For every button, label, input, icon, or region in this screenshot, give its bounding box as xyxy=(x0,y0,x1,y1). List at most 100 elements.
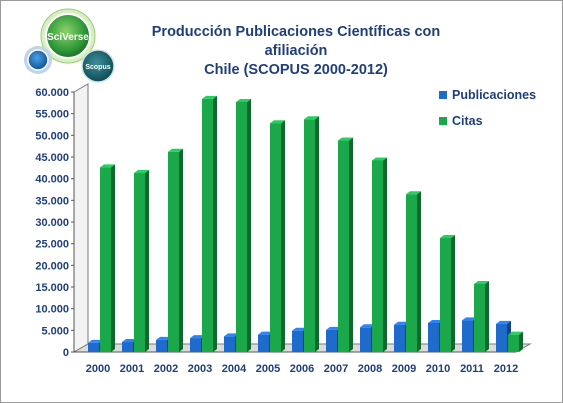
y-tick-label: 55.000 xyxy=(35,109,69,121)
bar-front xyxy=(338,140,349,352)
bar-front xyxy=(224,336,235,352)
bar-top xyxy=(88,339,103,343)
scopus-logo: Scopus xyxy=(81,49,115,83)
bar-front xyxy=(440,238,451,352)
bar-top xyxy=(508,331,523,335)
bar-side xyxy=(179,148,183,352)
bar-front xyxy=(474,283,485,352)
bar-citas-2003 xyxy=(202,95,217,352)
bar-front xyxy=(508,334,519,352)
legend-item-publicaciones: Publicaciones xyxy=(439,88,536,102)
bar-front xyxy=(462,320,473,352)
x-tick-label: 2011 xyxy=(460,363,484,375)
bar-top xyxy=(474,280,489,284)
bar-front xyxy=(304,119,315,352)
blue-circle-logo xyxy=(24,46,52,74)
y-tick-label: 20.000 xyxy=(35,260,69,272)
bar-side xyxy=(213,95,217,352)
legend-swatch-citas xyxy=(439,117,447,125)
x-tick-label: 2002 xyxy=(154,363,178,375)
y-tick-label: 40.000 xyxy=(35,174,69,186)
legend-item-citas: Citas xyxy=(439,114,483,128)
legend-label-publicaciones: Publicaciones xyxy=(452,88,536,102)
bar-front xyxy=(156,339,167,352)
x-tick-label: 2010 xyxy=(426,363,450,375)
bar-side xyxy=(145,170,149,352)
y-tick-label: 45.000 xyxy=(35,152,69,164)
y-tick-label: 60.000 xyxy=(35,87,69,99)
bar-top xyxy=(360,324,375,328)
chart-title-line-2: Chile (SCOPUS 2000-2012) xyxy=(204,62,388,78)
bar-front xyxy=(168,151,179,352)
bar-top xyxy=(428,319,443,323)
bar-side xyxy=(111,164,115,352)
bar-front xyxy=(100,167,111,352)
bar-top xyxy=(394,321,409,325)
bar-top xyxy=(202,95,217,99)
bar-top xyxy=(292,327,307,331)
bar-citas-2008 xyxy=(372,157,387,352)
bar-citas-2001 xyxy=(134,170,149,352)
bar-top xyxy=(406,191,421,195)
bar-side xyxy=(417,191,421,352)
bar-top xyxy=(326,326,341,330)
bars xyxy=(88,95,523,352)
bar-top xyxy=(156,336,171,340)
y-tick-label: 50.000 xyxy=(35,130,69,142)
bar-side xyxy=(519,331,523,352)
x-tick-label: 2007 xyxy=(324,363,348,375)
bar-citas-2005 xyxy=(270,120,285,352)
sciverse-label: SciVerse xyxy=(47,32,89,43)
bar-side xyxy=(315,116,319,352)
bar-top xyxy=(134,170,149,174)
bar-top xyxy=(258,331,273,335)
bar-front xyxy=(394,324,405,352)
bar-front xyxy=(88,342,99,352)
chart-title: Producción Publicaciones Científicas con… xyxy=(121,23,471,80)
bar-front xyxy=(270,123,281,352)
bar-front xyxy=(292,330,303,352)
bar-top xyxy=(270,120,285,124)
bar-top xyxy=(236,98,251,102)
bar-top xyxy=(304,116,319,120)
bar-front xyxy=(258,334,269,352)
bar-front xyxy=(236,101,247,352)
bar-front xyxy=(326,329,337,352)
bar-top xyxy=(224,333,239,337)
legend: Publicaciones Citas xyxy=(439,88,536,128)
bar-front xyxy=(360,327,371,352)
y-tick-label: 5.000 xyxy=(41,325,69,337)
bar-top xyxy=(122,339,137,343)
bar-front xyxy=(496,323,507,352)
bar-top xyxy=(338,137,353,141)
bar-top xyxy=(168,148,183,152)
bar-top xyxy=(372,157,387,161)
bar-citas-2002 xyxy=(168,148,183,352)
x-tick-label: 2012 xyxy=(494,363,518,375)
x-tick-label: 2008 xyxy=(358,363,382,375)
bar-side xyxy=(281,120,285,352)
bar-citas-2006 xyxy=(304,116,319,352)
x-axis-ticks: 2000 2001 2002 2003 2004 2005 2006 2007 2008 2009… xyxy=(86,363,518,375)
bar-side xyxy=(485,280,489,352)
legend-label-citas: Citas xyxy=(452,114,483,128)
chart-title-line-1: Producción Publicaciones Científicas con… xyxy=(151,24,441,59)
x-tick-label: 2004 xyxy=(222,363,247,375)
scopus-label: Scopus xyxy=(85,64,110,71)
bar-citas-2011 xyxy=(474,280,489,352)
bar-front xyxy=(134,173,145,352)
bar-citas-2012 xyxy=(508,331,523,352)
bar-front xyxy=(190,338,201,352)
bar-top xyxy=(462,317,477,321)
y-tick-label: 10.000 xyxy=(35,304,69,316)
y-tick-label: 15.000 xyxy=(35,282,69,294)
x-tick-label: 2001 xyxy=(120,363,144,375)
y-tick-label: 35.000 xyxy=(35,195,69,207)
x-tick-label: 2006 xyxy=(290,363,314,375)
bar-front xyxy=(202,98,213,352)
bar-citas-2004 xyxy=(236,98,251,352)
bar-top xyxy=(190,335,205,339)
bar-side xyxy=(247,98,251,352)
bar-front xyxy=(406,194,417,352)
bar-side xyxy=(451,235,455,352)
